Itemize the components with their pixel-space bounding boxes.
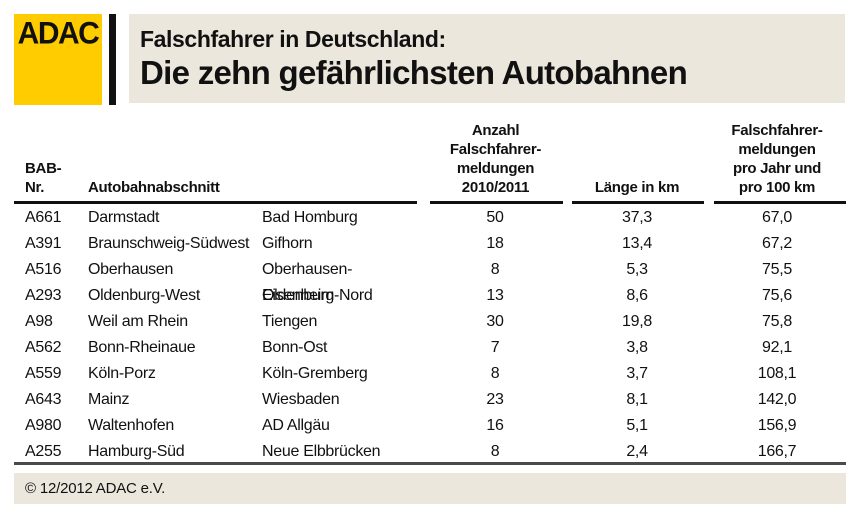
table-cell: 5,1 [626,417,648,434]
table-cell: Weil am Rhein [88,313,188,330]
column-header-anzahl-meldungen: Anzahl Falschfahrer- meldungen 2010/2011 [449,122,542,196]
table-body: A661 Darmstadt Bad Homburg 50 37,3 67,0 A391 Br… [14,205,846,465]
header-rule-pro100km [714,201,846,204]
table-cell: Oberhausen-Eisenheim [262,261,353,304]
table-row: A643 Mainz Wiesbaden 23 8,1 142,0 [14,387,846,413]
table-cell: A391 [25,235,62,252]
table-cell: 16 [486,417,504,434]
table-row: A516 Oberhausen Oberhausen-Eisenheim 8 5,3 75… [14,257,846,304]
table-cell: A980 [25,417,62,434]
title-subtitle: Falschfahrer in Deutschland: [140,25,446,52]
table-cell: 13 [486,287,504,304]
table-cell: A255 [25,443,62,460]
table-cell: A661 [25,209,62,226]
table-cell: A293 [25,287,62,304]
title-block: Falschfahrer in Deutschland: Die zehn ge… [129,14,845,103]
table-cell: 8 [490,261,500,278]
table-cell: Köln-Porz [88,365,156,382]
table-cell: 75,8 [762,313,792,330]
table-cell: 19,8 [622,313,652,330]
adac-logo-text: ADAC [17,16,100,51]
table-cell: Oldenburg-Nord [262,287,373,304]
table-cell: A516 [25,261,62,278]
table-cell: Oberhausen [88,261,174,278]
table-row: A980 Waltenhofen AD Allgäu 16 5,1 156,9 [14,413,846,439]
table-header-row: BAB- Nr. Autobahnabschnitt Anzahl Falsch… [0,110,858,202]
table-cell: 75,5 [762,261,792,278]
footer-bar: © 12/2012 ADAC e.V. [14,473,846,504]
table-cell: 92,1 [762,339,792,356]
table-row: A559 Köln-Porz Köln-Gremberg 8 3,7 108,1 [14,361,846,387]
table-bottom-rule [14,462,846,465]
table-cell: 108,1 [757,365,797,382]
table-cell: 18 [486,235,504,252]
header-rule-anzahl [430,201,563,204]
table-cell: Tiengen [262,313,318,330]
page-title: Die zehn gefährlichsten Autobahnen [140,54,688,92]
table-row: A661 Darmstadt Bad Homburg 50 37,3 67,0 [14,205,846,231]
table-cell: 30 [486,313,504,330]
table-cell: Neue Elbbrücken [262,443,381,460]
table-cell: 8,1 [626,391,648,408]
header-divider-bar [109,14,116,105]
table-cell: Waltenhofen [88,417,174,434]
table-cell: Mainz [88,391,130,408]
table-cell: 3,7 [626,365,648,382]
table-cell: 50 [486,209,504,226]
table-cell: 13,4 [622,235,652,252]
table-row: A293 Oldenburg-West Oldenburg-Nord 13 8,6 75,… [14,283,846,309]
column-header-laenge: Länge in km [594,179,680,196]
table-cell: 5,3 [626,261,648,278]
table-cell: Darmstadt [88,209,160,226]
header-rule-laenge [572,201,704,204]
table-cell: AD Allgäu [262,417,330,434]
table-cell: 2,4 [626,443,648,460]
table-row: A98 Weil am Rhein Tiengen 30 19,8 75,8 [14,309,846,335]
table-cell: A98 [25,313,53,330]
table-cell: 7 [490,339,500,356]
table-cell: 8,6 [626,287,648,304]
table-cell: Gifhorn [262,235,313,252]
table-cell: Bad Homburg [262,209,358,226]
table-cell: 67,0 [762,209,792,226]
column-header-autobahnabschnitt: Autobahnabschnitt [88,179,220,196]
adac-logo: ADAC [14,14,102,105]
copyright-text: © 12/2012 ADAC e.V. [25,480,166,497]
table-cell: A643 [25,391,62,408]
table-row: A562 Bonn-Rheinaue Bonn-Ost 7 3,8 92,1 [14,335,846,361]
table-cell: Bonn-Ost [262,339,328,356]
column-header-meldungen-pro-100km: Falschfahrer- meldungen pro Jahr und pro… [731,122,823,196]
table-row: A255 Hamburg-Süd Neue Elbbrücken 8 2,4 166,7 [14,439,846,465]
table-cell: 166,7 [757,443,797,460]
table-cell: Oldenburg-West [88,287,201,304]
table-cell: Wiesbaden [262,391,340,408]
table-cell: Hamburg-Süd [88,443,185,460]
table-row: A391 Braunschweig-Südwest Gifhorn 18 13,4 67,… [14,231,846,257]
column-header-bab-nr: BAB- Nr. [25,160,62,196]
table-cell: A559 [25,365,62,382]
table-cell: Köln-Gremberg [262,365,368,382]
table-cell: 75,6 [762,287,792,304]
table-cell: A562 [25,339,62,356]
table-cell: 23 [486,391,504,408]
table-cell: 8 [490,365,500,382]
table-cell: 67,2 [762,235,792,252]
table-cell: 142,0 [757,391,797,408]
table-cell: Bonn-Rheinaue [88,339,196,356]
table-cell: 37,3 [622,209,652,226]
table-cell: 156,9 [757,417,797,434]
table-cell: Braunschweig-Südwest [88,235,250,252]
table-cell: 3,8 [626,339,648,356]
header-rule-left [14,201,417,204]
table-cell: 8 [490,443,500,460]
